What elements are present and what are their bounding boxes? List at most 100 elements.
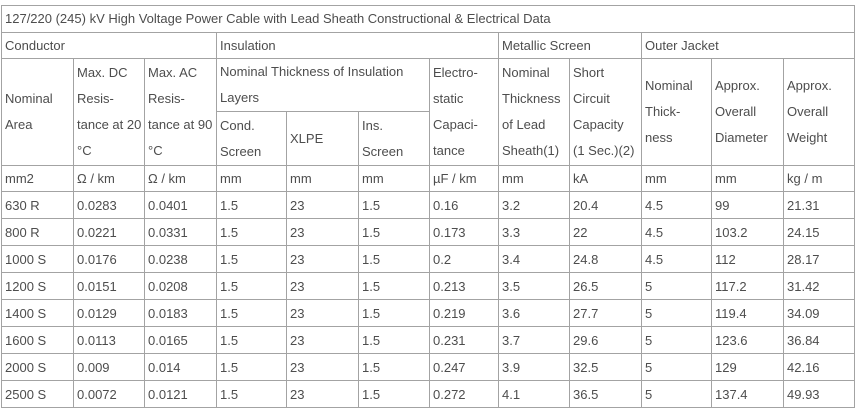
data-cell: 3.3 bbox=[498, 218, 570, 246]
data-cell: 2500 S bbox=[1, 380, 74, 408]
data-cell: 0.231 bbox=[429, 326, 499, 354]
unit-cell: Ω / km bbox=[144, 165, 217, 192]
col-header-overall-diameter: Approx. Overall Diameter bbox=[711, 58, 784, 166]
data-cell: 28.17 bbox=[782, 245, 855, 273]
data-rows: 630 R 0.0283 0.0401 1.5 23 1.5 0.16 3.2 20.4 4.5 9… bbox=[1, 191, 855, 408]
data-cell: 0.0165 bbox=[144, 326, 217, 354]
data-cell: 2000 S bbox=[1, 353, 74, 381]
data-cell: 0.0113 bbox=[73, 326, 145, 354]
column-header-row-lower: Cond. Screen XLPE Ins. Screen bbox=[2, 111, 855, 166]
data-cell: 0.014 bbox=[144, 353, 217, 381]
data-cell: 0.219 bbox=[429, 299, 499, 327]
group-header-row: Conductor Insulation Metallic Screen Out… bbox=[1, 32, 855, 59]
data-cell: 1.5 bbox=[216, 272, 287, 300]
col-header-lead-sheath-thickness: Nominal Thickness of Lead Sheath(1) bbox=[498, 58, 570, 166]
data-cell: 1.5 bbox=[216, 353, 287, 381]
data-cell: 99 bbox=[711, 191, 784, 219]
table-row: 630 R 0.0283 0.0401 1.5 23 1.5 0.16 3.2 20.4 4.5 9… bbox=[1, 191, 855, 219]
data-cell: 0.0238 bbox=[144, 245, 217, 273]
data-cell: 1.5 bbox=[358, 299, 430, 327]
data-cell: 0.0183 bbox=[144, 299, 217, 327]
data-cell: 4.5 bbox=[641, 245, 712, 273]
data-cell: 0.2 bbox=[429, 245, 499, 273]
data-cell: 24.8 bbox=[569, 245, 642, 273]
data-cell: 1.5 bbox=[358, 245, 430, 273]
unit-cell: mm bbox=[641, 165, 712, 192]
data-cell: 112 bbox=[711, 245, 784, 273]
data-cell: 0.247 bbox=[429, 353, 499, 381]
data-cell: 32.5 bbox=[569, 353, 642, 381]
data-cell: 0.009 bbox=[73, 353, 145, 381]
data-cell: 1.5 bbox=[216, 299, 287, 327]
group-header-outer-jacket: Outer Jacket bbox=[640, 32, 855, 59]
title-row: 127/220 (245) kV High Voltage Power Cabl… bbox=[0, 5, 855, 33]
data-cell: 3.5 bbox=[498, 272, 570, 300]
data-cell: 129 bbox=[711, 353, 784, 381]
data-cell: 27.7 bbox=[569, 299, 642, 327]
col-header-max-dc-resistance: Max. DC Resis- tance at 20 °C bbox=[73, 58, 145, 166]
column-header-row-upper: Nominal Area Max. DC Resis- tance at 20 … bbox=[1, 58, 855, 166]
data-cell: 1400 S bbox=[1, 299, 74, 327]
data-cell: 22 bbox=[569, 218, 642, 246]
data-cell: 630 R bbox=[1, 191, 74, 219]
data-cell: 5 bbox=[641, 272, 712, 300]
group-header-insulation: Insulation bbox=[216, 32, 499, 59]
table-row: 1000 S 0.0176 0.0238 1.5 23 1.5 0.2 3.4 24.8 4.5 1… bbox=[1, 245, 855, 273]
units-row: mm2 Ω / km Ω / km mm mm mm µF / km mm kA… bbox=[1, 165, 855, 192]
data-cell: 49.93 bbox=[782, 380, 855, 408]
data-cell: 5 bbox=[641, 380, 712, 408]
data-cell: 23 bbox=[286, 380, 359, 408]
unit-cell: mm2 bbox=[1, 165, 74, 192]
table-row: 800 R 0.0221 0.0331 1.5 23 1.5 0.173 3.3 22 4.5 10… bbox=[1, 218, 855, 246]
unit-cell: mm bbox=[286, 165, 359, 192]
data-cell: 3.7 bbox=[498, 326, 570, 354]
data-cell: 23 bbox=[286, 299, 359, 327]
data-cell: 1.5 bbox=[358, 218, 430, 246]
data-cell: 0.0208 bbox=[144, 272, 217, 300]
data-cell: 42.16 bbox=[782, 353, 855, 381]
data-cell: 31.42 bbox=[782, 272, 855, 300]
unit-cell: Ω / km bbox=[73, 165, 145, 192]
data-cell: 23 bbox=[286, 272, 359, 300]
unit-cell: mm bbox=[711, 165, 784, 192]
data-cell: 1.5 bbox=[216, 326, 287, 354]
data-cell: 0.0401 bbox=[144, 191, 217, 219]
data-cell: 5 bbox=[641, 326, 712, 354]
table-row: 1600 S 0.0113 0.0165 1.5 23 1.5 0.231 3.7 29.6 5 1… bbox=[1, 326, 855, 354]
data-cell: 3.2 bbox=[498, 191, 570, 219]
data-cell: 23 bbox=[286, 218, 359, 246]
data-cell: 36.84 bbox=[782, 326, 855, 354]
data-cell: 0.0283 bbox=[73, 191, 145, 219]
unit-cell: µF / km bbox=[429, 165, 499, 192]
data-cell: 123.6 bbox=[711, 326, 784, 354]
data-cell: 5 bbox=[641, 353, 712, 381]
data-cell: 0.272 bbox=[429, 380, 499, 408]
data-cell: 4.5 bbox=[641, 218, 712, 246]
table-row: 2000 S 0.009 0.014 1.5 23 1.5 0.247 3.9 32.5 5 129… bbox=[1, 353, 855, 381]
col-header-short-circuit-capacity: Short Circuit Capacity (1 Sec.)(2) bbox=[569, 58, 642, 166]
data-cell: 24.15 bbox=[782, 218, 855, 246]
data-cell: 1000 S bbox=[1, 245, 74, 273]
data-cell: 1.5 bbox=[216, 245, 287, 273]
col-header-electrostatic-capacitance: Electro- static Capaci- tance bbox=[429, 58, 499, 166]
data-cell: 36.5 bbox=[569, 380, 642, 408]
table-row: 1200 S 0.0151 0.0208 1.5 23 1.5 0.213 3.5 26.5 5 1… bbox=[1, 272, 855, 300]
table-row: 2500 S 0.0072 0.0121 1.5 23 1.5 0.272 4.1 36.5 5 1… bbox=[1, 380, 855, 408]
data-cell: 1.5 bbox=[216, 218, 287, 246]
data-cell: 26.5 bbox=[569, 272, 642, 300]
unit-cell: kA bbox=[569, 165, 642, 192]
data-cell: 23 bbox=[286, 326, 359, 354]
col-header-ins-screen: Ins. Screen bbox=[358, 111, 430, 166]
data-cell: 0.0331 bbox=[144, 218, 217, 246]
data-cell: 1.5 bbox=[216, 191, 287, 219]
group-header-metallic-screen: Metallic Screen bbox=[498, 32, 642, 59]
group-header-conductor: Conductor bbox=[1, 32, 217, 59]
unit-cell: mm bbox=[358, 165, 430, 192]
data-cell: 1.5 bbox=[216, 380, 287, 408]
data-cell: 1.5 bbox=[358, 191, 430, 219]
table-row: 1400 S 0.0129 0.0183 1.5 23 1.5 0.219 3.6 27.7 5 1… bbox=[1, 299, 855, 327]
data-cell: 0.173 bbox=[429, 218, 499, 246]
data-cell: 1600 S bbox=[1, 326, 74, 354]
data-cell: 20.4 bbox=[569, 191, 642, 219]
unit-cell: mm bbox=[498, 165, 570, 192]
